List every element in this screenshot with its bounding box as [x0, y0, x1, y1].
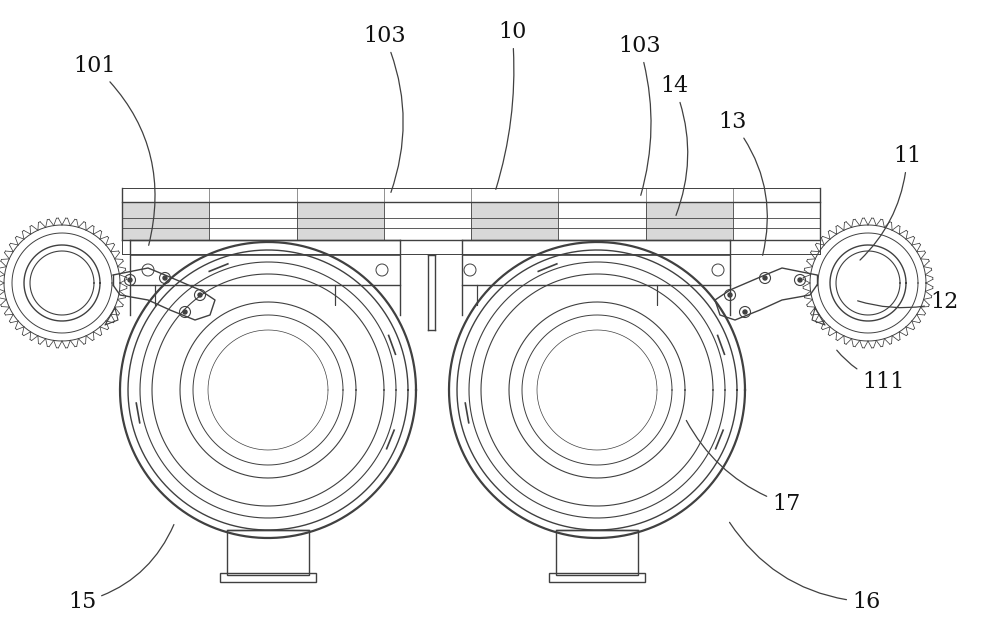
Bar — [220, 573, 316, 582]
Circle shape — [183, 310, 187, 314]
Circle shape — [763, 276, 767, 280]
Circle shape — [163, 276, 167, 280]
Text: 10: 10 — [496, 21, 526, 189]
Bar — [227, 530, 309, 575]
Text: 103: 103 — [363, 25, 406, 193]
Circle shape — [728, 293, 732, 297]
Text: 11: 11 — [860, 145, 921, 260]
Text: 14: 14 — [660, 75, 688, 215]
Circle shape — [798, 278, 802, 282]
Text: 111: 111 — [837, 350, 904, 393]
Circle shape — [743, 310, 747, 314]
Text: 101: 101 — [73, 55, 155, 246]
Text: 15: 15 — [68, 524, 174, 613]
Text: 12: 12 — [858, 291, 958, 313]
Bar — [471, 202, 558, 240]
Circle shape — [128, 278, 132, 282]
Text: 16: 16 — [730, 523, 880, 613]
Bar — [296, 202, 384, 240]
Circle shape — [198, 293, 202, 297]
Text: 13: 13 — [718, 111, 767, 255]
Text: 103: 103 — [618, 35, 661, 196]
Bar — [556, 530, 638, 575]
Bar — [646, 202, 733, 240]
Bar — [549, 573, 645, 582]
Text: 17: 17 — [686, 420, 800, 515]
Bar — [122, 202, 209, 240]
